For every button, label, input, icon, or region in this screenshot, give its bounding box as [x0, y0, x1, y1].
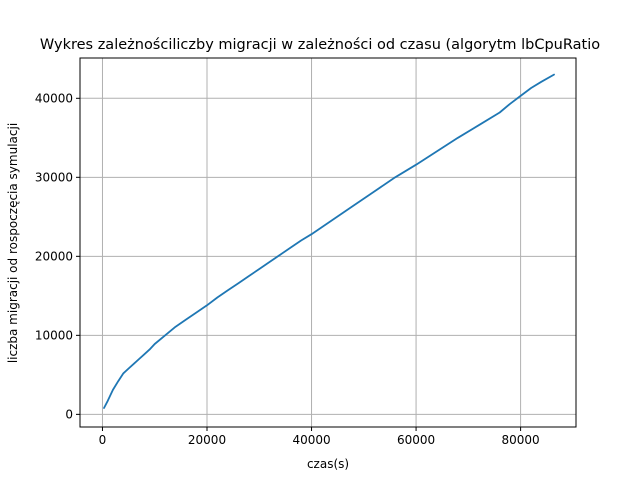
- y-tick-label: 10000: [35, 328, 73, 342]
- series-group: [103, 73, 555, 409]
- x-tick-label: 40000: [292, 433, 330, 447]
- chart-title: Wykres zależnościliczby migracji w zależ…: [40, 37, 600, 53]
- y-tick-label: 0: [65, 407, 73, 421]
- axis-ticks: 0 20000 40000 60000 80000 0 10000 20000 30000 400…: [35, 91, 540, 447]
- y-axis-label: liczba migracji od rospoczęcia symulacji: [6, 123, 20, 363]
- x-tick-label: 0: [99, 433, 107, 447]
- y-tick-label: 20000: [35, 249, 73, 263]
- y-tick-label: 40000: [35, 91, 73, 105]
- series-line: [103, 73, 555, 409]
- x-tick-label: 80000: [502, 433, 540, 447]
- x-tick-label: 60000: [397, 433, 435, 447]
- x-axis-label: czas(s): [307, 457, 349, 471]
- x-tick-label: 20000: [188, 433, 226, 447]
- y-tick-label: 30000: [35, 170, 73, 184]
- grid: [80, 58, 576, 427]
- plot-frame: [79, 57, 577, 428]
